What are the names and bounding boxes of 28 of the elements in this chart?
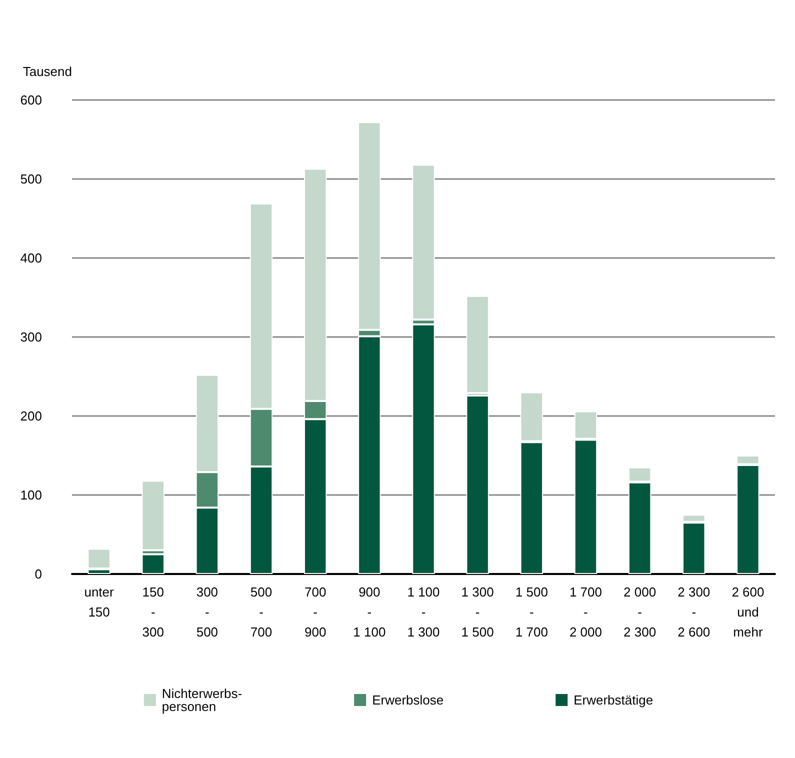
bar (142, 554, 164, 574)
y-tick-label: 0 (34, 566, 42, 582)
bar (142, 480, 164, 550)
x-tick-label: 900 - 1 100 (353, 584, 386, 640)
y-tick-label: 400 (20, 250, 42, 266)
x-tick-label: 300 - 500 (196, 584, 218, 640)
x-tick-label: 1 500 - 1 700 (515, 584, 548, 640)
y-tick-label: 600 (20, 92, 42, 108)
x-tick-label: 2 600 und mehr (732, 584, 764, 640)
y-axis-title: Tausend (22, 64, 72, 79)
x-tick-label: 2 300 - 2 600 (678, 584, 710, 640)
x-tick-label: 150 - 300 (142, 584, 164, 640)
x-tick-label: 1 700 - 2 000 (569, 584, 602, 640)
y-tick-label: 200 (20, 408, 42, 424)
legend-label: Erwerbstätige (574, 692, 654, 708)
x-tick-label: 1 300 - 1 500 (461, 584, 494, 640)
y-tick-label: 300 (20, 330, 42, 344)
bar (466, 395, 489, 574)
x-tick-label: 500 - 700 (250, 584, 272, 640)
x-tick-label: 700 - 900 (304, 584, 326, 640)
x-tick-label: 2 000 - 2 300 (624, 584, 656, 640)
legend-label: Erwerbslose (372, 692, 444, 708)
legend-label: Nichterwerbs- personen (162, 686, 242, 714)
x-tick-label: unter 150 (84, 584, 115, 620)
bar (466, 296, 489, 394)
y-tick-label: 100 (20, 488, 42, 502)
y-tick-label: 500 (20, 172, 42, 186)
x-tick-label: 1 100 - 1 300 (407, 584, 440, 640)
